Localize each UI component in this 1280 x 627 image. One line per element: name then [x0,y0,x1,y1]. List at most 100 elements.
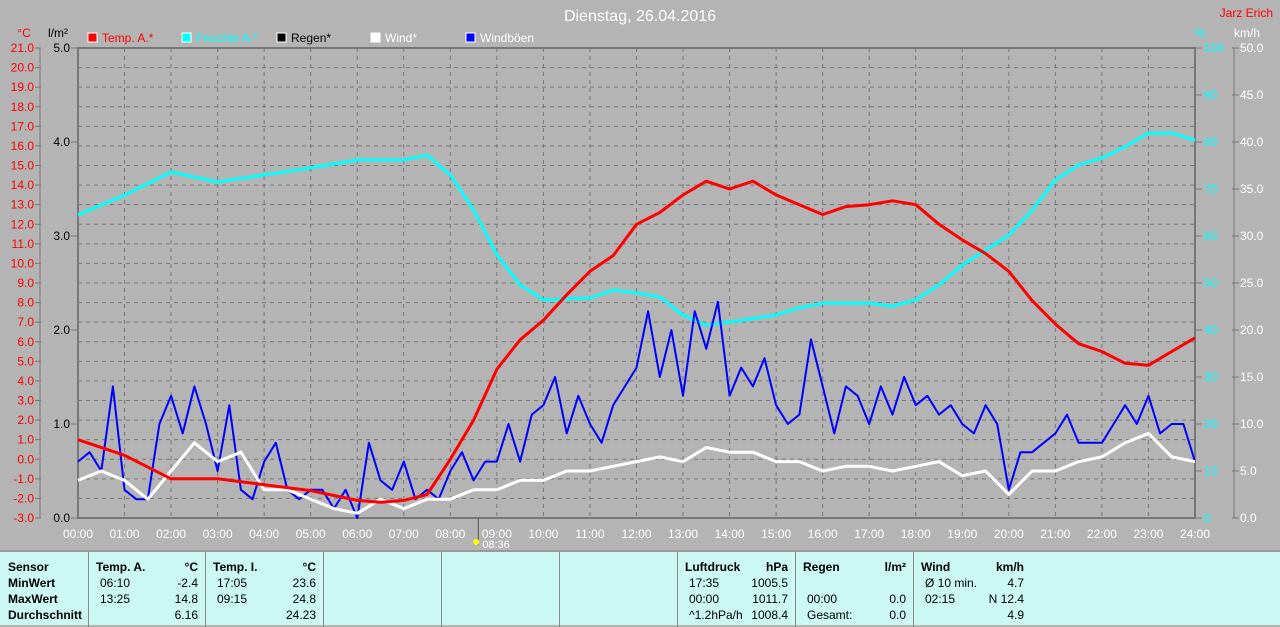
wind-tick-label: 20.0 [1240,323,1264,337]
rain-value: 0.0 [889,608,906,622]
rain-time: Gesamt: [807,608,852,622]
temp-tick-label: 4.0 [17,374,34,388]
wind-tick-label: 0.0 [1240,511,1257,525]
humidity-tick-label: 90 [1204,88,1218,102]
series-tempa [78,181,1195,502]
x-tick-label: 22:00 [1087,527,1117,541]
legend-label: Temp. A.* [102,31,154,45]
pressure-value: 1005.5 [751,576,788,590]
x-tick-label: 01:00 [110,527,140,541]
legend-swatch [88,33,97,42]
rain-tick-label: 5.0 [53,41,70,55]
x-tick-label: 03:00 [203,527,233,541]
pressure-header: Luftdruck [685,560,740,574]
x-tick-label: 19:00 [947,527,977,541]
wind-tick-label: 30.0 [1240,229,1264,243]
temp_i-value: 24.8 [293,592,316,606]
x-tick-label: 21:00 [1040,527,1070,541]
x-tick-label: 08:00 [435,527,465,541]
temp_i-value: 24.23 [286,608,316,622]
wind-tick-label: 35.0 [1240,182,1264,196]
x-tick-label: 15:00 [761,527,791,541]
temp_a-value: 6.16 [175,608,198,622]
rain-tick-label: 2.0 [53,323,70,337]
temp_a-header: Temp. A. [96,560,145,574]
wind-tick-label: 45.0 [1240,88,1264,102]
temp_i-time: 09:15 [217,592,247,606]
x-tick-label: 17:00 [854,527,884,541]
humidity-tick-label: 60 [1204,229,1218,243]
rain-time: 00:00 [807,592,837,606]
temp_i-value: 23.6 [293,576,316,590]
x-tick-label: 20:00 [994,527,1024,541]
pressure-time: ^1.2hPa/h [689,608,743,622]
pressure-time: 00:00 [689,592,719,606]
humidity-tick-label: 40 [1204,323,1218,337]
legend-label: Feuchte A.* [196,31,258,45]
pressure-value: 1008.4 [751,608,788,622]
sensor-column: Sensor MinWert MaxWert Durchschnitt [0,552,88,627]
temp-tick-label: -2.0 [13,491,34,505]
temp-tick-label: 7.0 [17,315,34,329]
pressure-time: 17:35 [689,576,719,590]
x-tick-label: 14:00 [715,527,745,541]
temp-tick-label: 17.0 [11,119,35,133]
wind-tick-label: 40.0 [1240,135,1264,149]
sensor-header: Sensor [8,560,49,574]
x-tick-label: 10:00 [528,527,558,541]
author-label: Jarz Erich [1220,6,1273,20]
humidity-tick-label: 0 [1204,511,1211,525]
humidity-axis-unit: % [1195,26,1206,40]
pressure-value: 1011.7 [752,592,788,606]
temp-tick-label: 15.0 [11,159,35,173]
rain-tick-label: 3.0 [53,229,70,243]
statistics-table: Sensor MinWert MaxWert Durchschnitt Temp… [0,550,1280,625]
x-tick-label: 00:00 [63,527,93,541]
pressure-unit: hPa [766,560,788,574]
x-tick-label: 18:00 [901,527,931,541]
x-tick-label: 16:00 [808,527,838,541]
temp_i-unit: °C [303,560,316,574]
empty-column [323,552,441,627]
empty-column [559,552,677,627]
humidity-tick-label: 10 [1204,464,1218,478]
wind-tick-label: 15.0 [1240,370,1264,384]
x-tick-label: 24:00 [1180,527,1210,541]
legend-label: Windböen [480,31,534,45]
temp-tick-label: 16.0 [11,139,35,153]
x-tick-label: 11:00 [575,527,604,541]
temp_a-time: 06:10 [100,576,130,590]
x-tick-label: 23:00 [1133,527,1163,541]
wind-time: Ø 10 min. [925,576,977,590]
temp-tick-label: 9.0 [17,276,34,290]
legend-label: Regen* [291,31,331,45]
temp_a-value: -2.4 [177,576,198,590]
temp_a-time: 13:25 [100,592,130,606]
temp-tick-label: 8.0 [17,296,34,310]
legend-label: Wind* [385,31,417,45]
rain-value: 0.0 [889,592,906,606]
rain-tick-label: 0.0 [53,511,70,525]
row-label-min: MinWert [8,576,55,590]
wind-value: N 12.4 [989,592,1024,606]
humidity-tick-label: 80 [1204,135,1218,149]
time-marker-icon [473,539,479,545]
rain-tick-label: 4.0 [53,135,70,149]
empty-column [441,552,559,627]
temp-tick-label: -3.0 [13,511,34,525]
temp-tick-label: 13.0 [11,198,35,212]
rain-axis-unit: l/m² [48,26,68,40]
temp-tick-label: 3.0 [17,394,34,408]
rain-header: Regen [803,560,840,574]
humidity-tick-label: 20 [1204,417,1218,431]
temp-tick-label: 19.0 [11,80,35,94]
temp-axis-unit: °C [17,26,31,40]
temp-tick-label: 11.0 [12,237,35,251]
wind-time: 02:15 [925,592,955,606]
wind-tick-label: 10.0 [1240,417,1264,431]
temp-tick-label: 2.0 [17,413,34,427]
